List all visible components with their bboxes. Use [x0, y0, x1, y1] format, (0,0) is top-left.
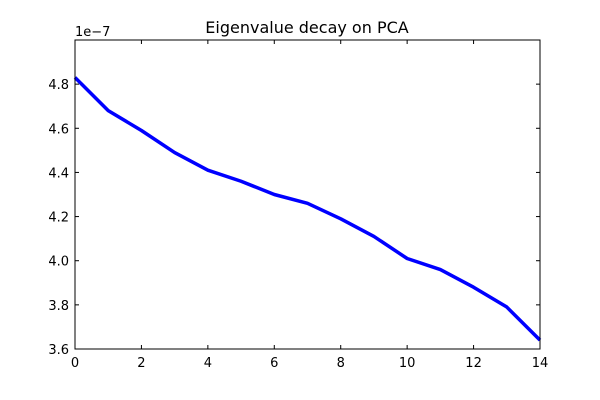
x-tick-label: 4 [204, 356, 212, 371]
y-tick-label: 4.0 [48, 255, 69, 270]
x-tick-label: 12 [465, 356, 482, 371]
y-tick-label: 3.8 [48, 299, 69, 314]
x-tick-label: 2 [137, 356, 145, 371]
y-tick-label: 4.2 [48, 211, 69, 226]
x-tick-label: 8 [337, 356, 345, 371]
plot-area: 0 2 4 6 8 10 12 14 3.6 3.8 4.0 4.2 4.4 4.6 4.8 [48, 39, 549, 371]
x-tick-label: 14 [532, 356, 549, 371]
chart-title: Eigenvalue decay on PCA [205, 18, 408, 37]
y-tick-label: 4.8 [48, 78, 69, 93]
x-tick-label: 10 [399, 356, 416, 371]
axes-frame [74, 39, 541, 350]
series-line-0 [73, 76, 542, 342]
y-axis-offset-label: 1e−7 [75, 25, 110, 40]
y-tick-label: 4.6 [48, 122, 69, 137]
x-tick-label: 6 [270, 356, 278, 371]
x-tick-label: 0 [71, 356, 79, 371]
y-tick-label: 3.6 [48, 343, 69, 358]
y-tick-label: 4.4 [48, 166, 69, 181]
